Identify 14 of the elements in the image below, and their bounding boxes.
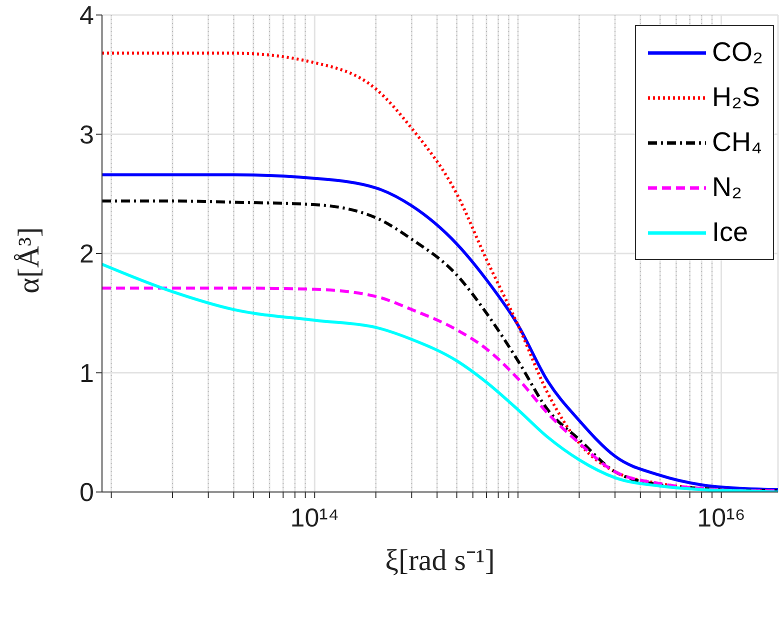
x-axis-title: ξ[rad s⁻¹] bbox=[385, 544, 495, 577]
y-tick-label: 4 bbox=[80, 0, 94, 30]
legend-label: CO₂ bbox=[712, 37, 763, 68]
y-axis-title: α[Å³] bbox=[12, 227, 46, 294]
x-tick-label: 10¹⁶ bbox=[697, 502, 746, 532]
x-tick-label: 10¹⁴ bbox=[290, 502, 340, 532]
legend-label: Ice bbox=[712, 217, 748, 248]
y-tick-label: 1 bbox=[80, 358, 94, 388]
y-tick-label: 3 bbox=[80, 119, 94, 150]
legend-label: H₂S bbox=[712, 82, 760, 113]
y-tick-label: 0 bbox=[80, 477, 94, 508]
legend-label: N₂ bbox=[712, 172, 742, 203]
y-tick-label: 2 bbox=[80, 238, 94, 269]
legend-label: CH₄ bbox=[712, 127, 762, 158]
